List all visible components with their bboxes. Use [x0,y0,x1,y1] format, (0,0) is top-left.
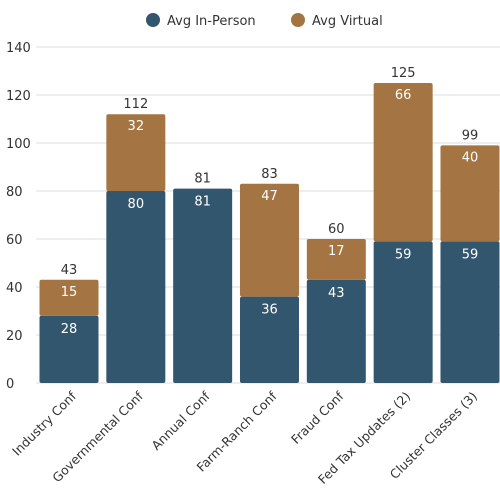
bar-virtual [373,83,433,242]
data-label-in-person: 36 [261,303,278,318]
legend-label-in-person: Avg In-Person [167,14,256,29]
y-tick-label: 40 [6,281,23,296]
y-tick-label: 80 [6,185,23,200]
data-label-in-person: 80 [128,197,145,212]
bar-virtual [106,114,166,191]
bar-in-person [239,296,299,383]
data-label-total: 99 [462,128,479,143]
bar-in-person [373,241,433,383]
bar-in-person [39,315,99,383]
data-label-virtual: 32 [128,119,145,134]
bar-virtual [440,145,500,242]
y-tick-label: 20 [6,329,23,344]
data-label-virtual: 15 [61,285,78,300]
bar-in-person [173,188,233,383]
legend: Avg In-Person Avg Virtual [146,13,383,29]
data-label-total: 83 [261,167,278,182]
data-label-total: 60 [328,222,345,237]
bar-in-person [306,279,366,383]
y-tick-label: 120 [6,89,31,104]
x-category-label: Annual Conf [148,388,213,453]
data-label-virtual: 47 [261,189,278,204]
y-tick-label: 0 [6,377,14,392]
data-label-virtual: 17 [328,244,345,259]
bars [39,83,500,383]
bar-virtual [39,279,99,316]
data-label-total: 125 [391,66,416,81]
data-label-total: 43 [61,263,78,278]
bar-in-person [106,191,166,383]
data-labels: 28 15 43 80 32 112 81 81 36 47 83 43 17 60 59 66 125 59 40… [61,66,479,337]
data-label-in-person: 81 [194,195,211,210]
bar-in-person [440,241,500,383]
legend-label-virtual: Avg Virtual [312,14,383,29]
x-category-label: Fraud Conf [288,388,347,447]
data-label-virtual: 40 [462,150,479,165]
legend-marker-in-person [146,13,160,27]
y-tick-label: 100 [6,137,31,152]
y-tick-label: 60 [6,233,23,248]
data-label-virtual: 66 [395,88,412,103]
bar-virtual [239,183,299,297]
bar-virtual [306,239,366,280]
y-tick-label: 140 [6,41,31,56]
data-label-in-person: 43 [328,286,345,301]
data-label-in-person: 59 [395,247,412,262]
data-label-total: 81 [194,172,211,187]
y-axis-tick-labels: 0 20 40 60 80 100 120 140 [6,41,31,392]
data-label-total: 112 [123,97,148,112]
x-category-label: Industry Conf [9,388,79,458]
data-label-in-person: 59 [462,247,479,262]
legend-marker-virtual [291,13,305,27]
data-label-in-person: 28 [61,322,78,337]
